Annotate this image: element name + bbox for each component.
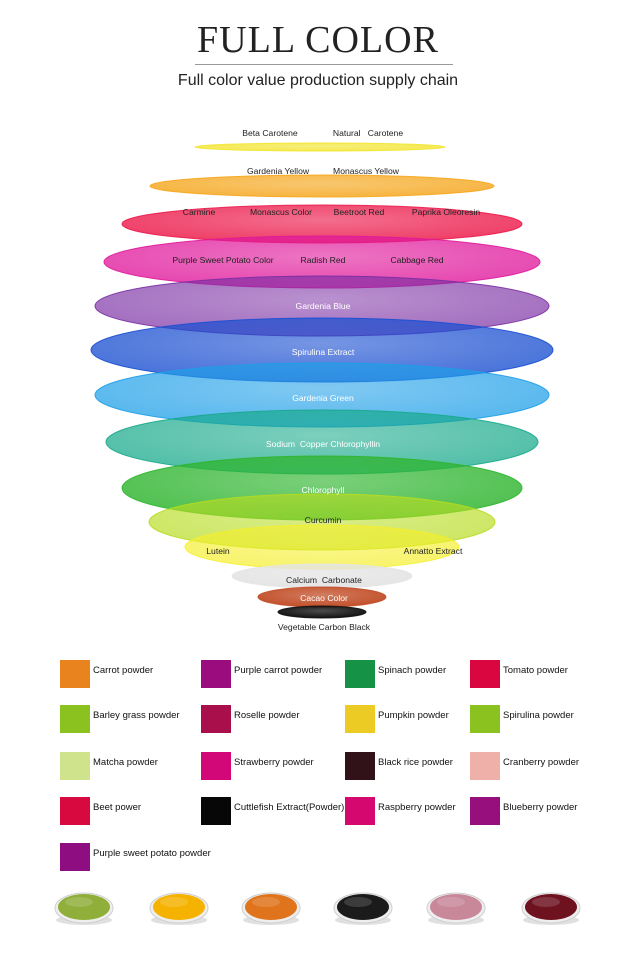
orange-powder-bowl	[241, 892, 301, 925]
color-swatch	[345, 752, 375, 780]
band-label: Gardenia Yellow	[247, 166, 310, 176]
color-swatch	[201, 660, 231, 688]
color-swatch	[345, 705, 375, 733]
band-label: Cacao Color	[300, 593, 348, 603]
color-swatch	[470, 752, 500, 780]
legend-label: Purple sweet potato powder	[93, 848, 211, 859]
legend-label: Matcha powder	[93, 757, 158, 768]
legend-label: Pumpkin powder	[378, 710, 449, 721]
color-globe-diagram: Beta Carotene Natural Carotene Gardenia Ye…	[90, 128, 554, 632]
color-swatch	[60, 660, 90, 688]
band-yellow-top	[194, 142, 446, 152]
band-label: Cabbage Red	[390, 255, 443, 265]
legend-label: Raspberry powder	[378, 802, 456, 813]
legend-label: Tomato powder	[503, 665, 568, 676]
black-powder-bowl	[333, 892, 393, 925]
band-label: Gardenia Green	[292, 393, 354, 403]
band-label: Carmine	[183, 207, 216, 217]
legend-label: Beet power	[93, 802, 142, 813]
color-swatch	[60, 752, 90, 780]
color-swatch	[60, 797, 90, 825]
color-swatch	[60, 843, 90, 871]
band-label: Radish Red	[301, 255, 346, 265]
page-title: FULL COLOR	[197, 19, 439, 61]
color-swatch	[470, 705, 500, 733]
band-label: Curcumin	[305, 515, 342, 525]
green-powder-bowl	[54, 892, 114, 925]
legend-label: Barley grass powder	[93, 710, 180, 721]
legend-label: Carrot powder	[93, 665, 154, 676]
legend-label: Blueberry powder	[503, 802, 578, 813]
pink-powder-bowl	[426, 892, 486, 925]
color-swatch	[201, 705, 231, 733]
band-orange	[149, 174, 495, 198]
band-label: Chlorophyll	[302, 485, 345, 495]
legend-label: Purple carrot powder	[234, 665, 323, 676]
band-label: Lutein	[206, 546, 230, 556]
color-swatch	[470, 797, 500, 825]
color-swatch	[60, 705, 90, 733]
page-subtitle: Full color value production supply chain	[177, 72, 459, 89]
color-swatch	[470, 660, 500, 688]
band-label: Annatto Extract	[404, 546, 463, 556]
band-label: Purple Sweet Potato Color	[172, 255, 273, 265]
legend-label: Black rice powder	[378, 757, 453, 768]
title-divider	[195, 64, 453, 65]
color-swatch	[345, 797, 375, 825]
band-label: Monascus Color	[250, 207, 312, 217]
legend-label: Roselle powder	[234, 710, 300, 721]
band-label: Natural Carotene	[333, 128, 403, 138]
band-label: Beetroot Red	[334, 207, 385, 217]
color-swatch	[201, 752, 231, 780]
legend-label: Cranberry powder	[503, 757, 580, 768]
band-label: Monascus Yellow	[333, 166, 400, 176]
yellow-powder-bowl	[149, 892, 209, 925]
legend-label: Spirulina powder	[503, 710, 574, 721]
band-label: Spirulina Extract	[292, 347, 355, 357]
band-label: Paprika Oleoresin	[412, 207, 481, 217]
band-label: Gardenia Blue	[296, 301, 351, 311]
band-black	[277, 605, 367, 619]
band-label: Calcium Carbonate	[286, 575, 362, 585]
band-label: Vegetable Carbon Black	[278, 622, 371, 632]
legend-label: Spinach powder	[378, 665, 447, 676]
legend-label: Cuttlefish Extract(Powder)	[234, 802, 345, 813]
band-label: Sodium Copper Chlorophyllin	[266, 439, 380, 449]
legend-label: Strawberry powder	[234, 757, 314, 768]
color-swatch	[345, 660, 375, 688]
color-swatch	[201, 797, 231, 825]
band-label: Beta Carotene	[242, 128, 298, 138]
maroon-powder-bowl	[521, 892, 581, 925]
